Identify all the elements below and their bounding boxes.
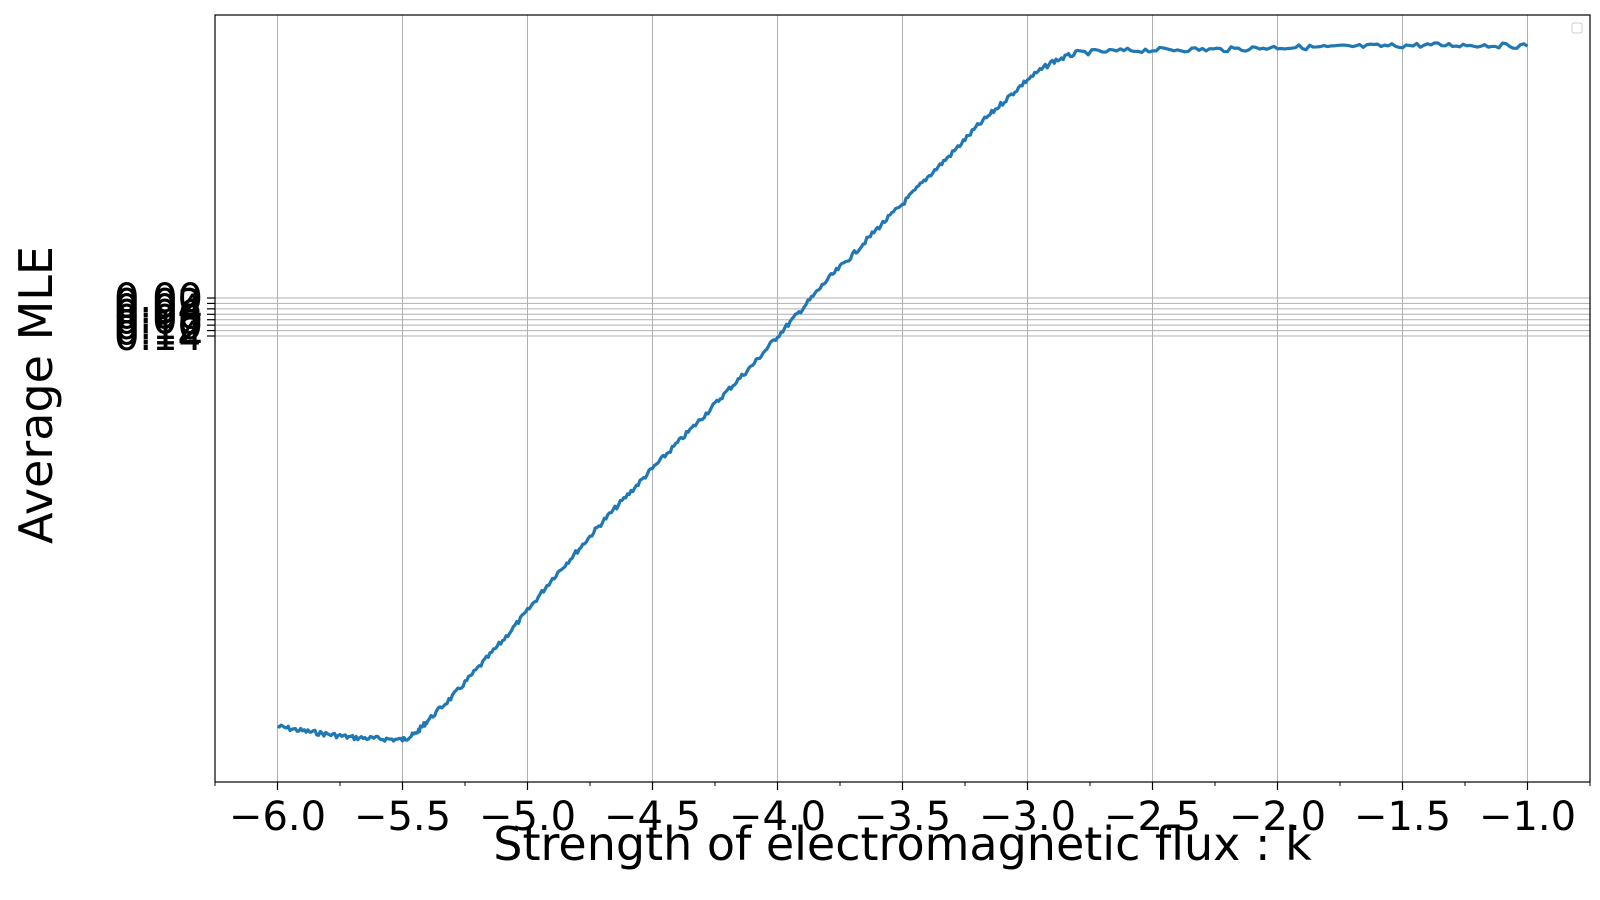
x-tick-label: −6.0 <box>229 794 326 840</box>
x-tick-label: −1.5 <box>1354 794 1451 840</box>
legend-box <box>1571 22 1583 34</box>
x-tick-label: −1.0 <box>1479 794 1576 840</box>
y-tick-label: 0.12 <box>114 309 203 355</box>
series-layer <box>276 41 1529 743</box>
y-tick-label: 0.08 <box>114 298 203 344</box>
y-tick-label: 0.10 <box>114 303 203 349</box>
y-axis-label: Average MLE <box>9 246 63 544</box>
x-tick-label: −4.5 <box>604 794 701 840</box>
y-tick-label: 0.06 <box>114 292 203 338</box>
x-tick-label: −5.0 <box>479 794 576 840</box>
y-axis-ticks: 0.000.020.040.060.080.100.120.14 <box>114 276 215 360</box>
y-tick-label: 0.04 <box>114 287 203 333</box>
y-gridlines <box>215 297 1590 337</box>
x-tick-label: −2.5 <box>1104 794 1201 840</box>
y-tick-label: 0.00 <box>114 276 203 322</box>
y-tick-label: 0.02 <box>114 281 203 327</box>
x-tick-label: −3.0 <box>979 794 1076 840</box>
x-tick-label: −3.5 <box>854 794 951 840</box>
x-tick-label: −4.0 <box>729 794 826 840</box>
x-tick-label: −5.5 <box>354 794 451 840</box>
series-line <box>276 41 1529 743</box>
x-tick-label: −2.0 <box>1229 794 1326 840</box>
x-axis-ticks: −6.0 −5.5 −5.0 −4.5 −4.0 −3.5 −3.0 −2.5 −2.0 −1.5… <box>214 782 1591 840</box>
x-axis-label: Strength of electromagnetic flux : k <box>493 817 1312 871</box>
x-gridlines <box>277 15 1528 782</box>
y-tick-label: 0.14 <box>114 314 203 360</box>
